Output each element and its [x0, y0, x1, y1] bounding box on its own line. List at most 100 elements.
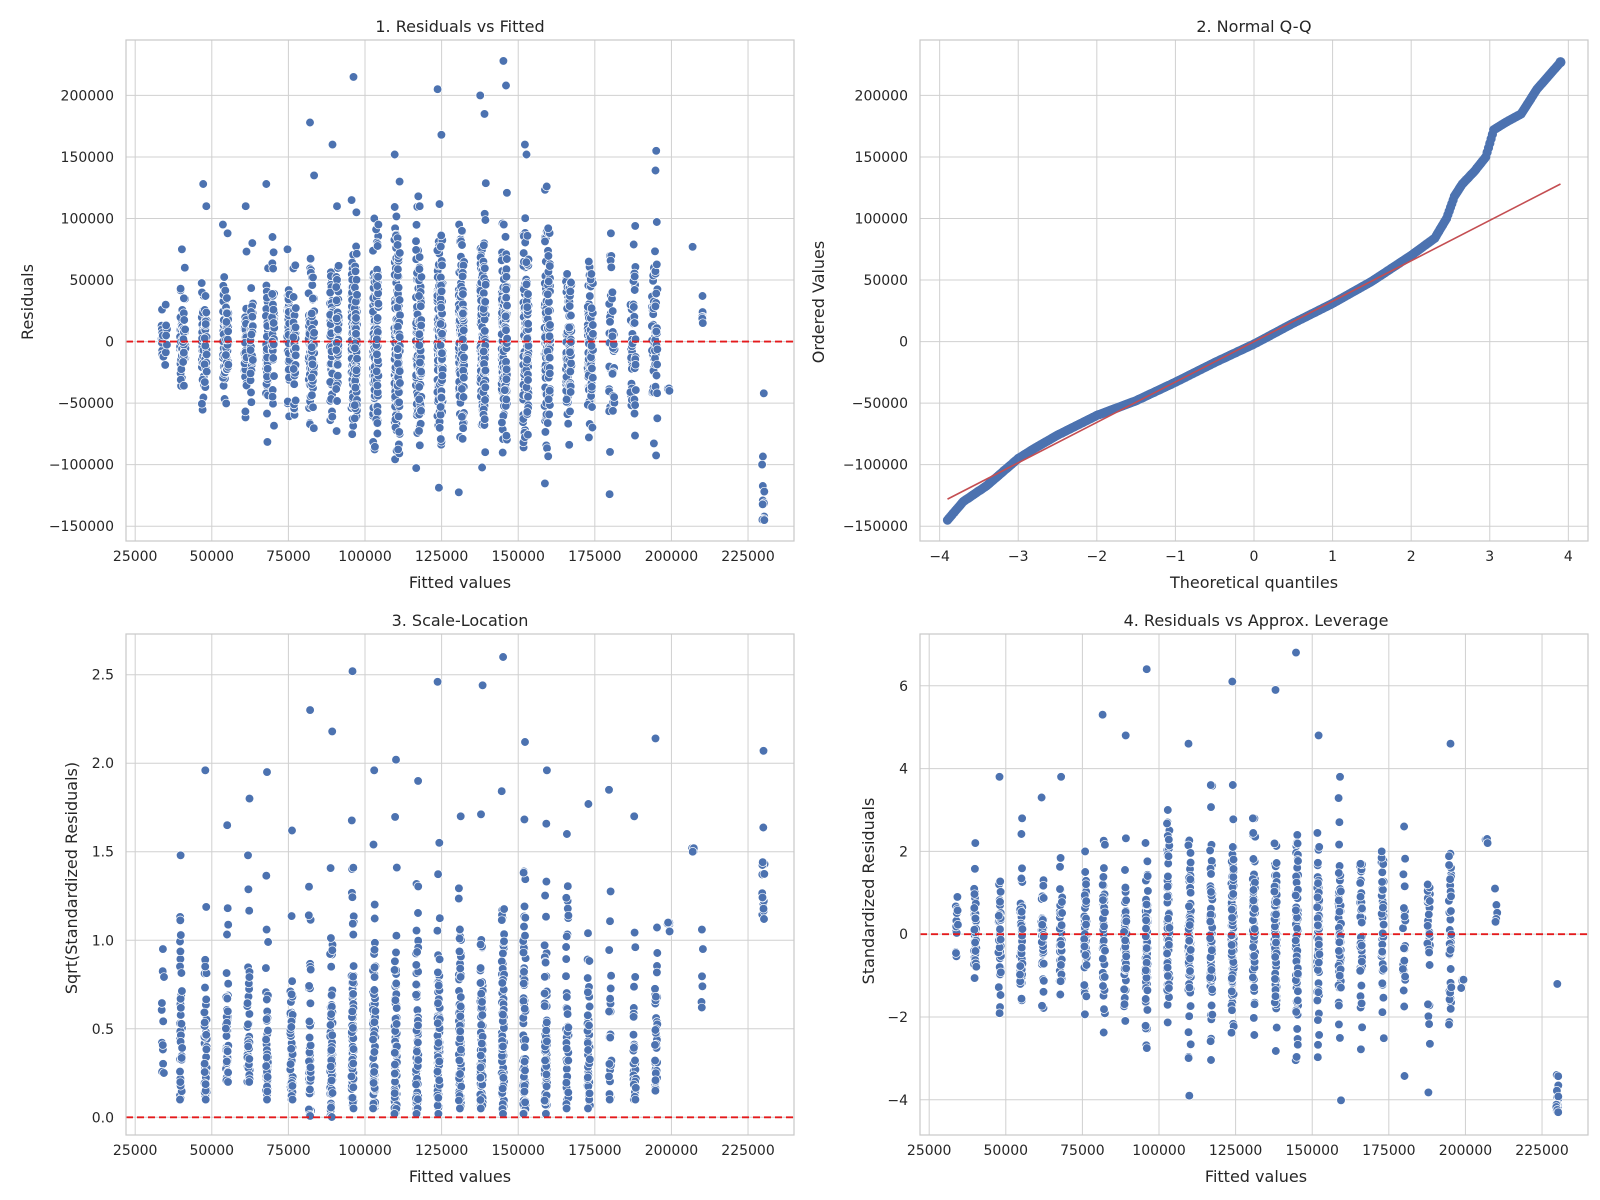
data-point: [1163, 805, 1173, 815]
data-point: [521, 279, 532, 289]
data-point: [564, 322, 574, 333]
data-point: [433, 998, 443, 1008]
data-point: [435, 319, 446, 329]
data-point: [268, 305, 279, 315]
data-point: [288, 292, 299, 302]
data-point: [629, 408, 640, 419]
data-point: [331, 384, 341, 394]
data-point: [248, 355, 258, 365]
data-point: [563, 1022, 574, 1033]
data-point: [1206, 1000, 1217, 1011]
data-point: [351, 329, 361, 339]
data-point: [652, 948, 662, 958]
data-point: [288, 364, 299, 374]
data-point: [540, 1055, 550, 1066]
data-point: [562, 992, 572, 1002]
data-point: [437, 370, 447, 381]
data-point: [1057, 897, 1067, 907]
data-point: [1141, 923, 1151, 934]
data-point: [501, 325, 511, 335]
y-tick-label: −150000: [49, 519, 114, 535]
data-point: [395, 366, 405, 376]
data-point: [175, 1066, 185, 1077]
data-point: [1055, 853, 1066, 863]
data-point: [697, 981, 708, 991]
data-point: [348, 1058, 358, 1069]
data-point: [1121, 833, 1131, 843]
data-point: [651, 146, 661, 156]
data-point: [759, 486, 769, 497]
data-point: [1056, 772, 1066, 782]
data-point: [414, 252, 425, 262]
y-tick-label: 2.0: [92, 756, 114, 772]
data-point: [176, 1053, 187, 1063]
data-point: [501, 364, 512, 374]
data-point: [291, 303, 301, 313]
data-point: [565, 286, 575, 297]
data-point: [176, 930, 186, 940]
data-point: [480, 382, 490, 392]
y-tick-label: 1.5: [92, 845, 114, 861]
data-point: [288, 332, 298, 342]
data-point: [390, 995, 401, 1005]
data-point: [1120, 865, 1130, 875]
data-point: [1162, 891, 1173, 902]
data-point: [433, 869, 443, 879]
data-point: [157, 998, 167, 1008]
x-tick-label: 2: [1407, 549, 1416, 565]
data-point: [457, 384, 467, 394]
data-point: [261, 1061, 271, 1071]
y-tick-label: 0.5: [92, 1022, 114, 1038]
data-point: [394, 427, 404, 437]
data-point: [543, 223, 553, 233]
data-point: [522, 407, 532, 417]
data-point: [223, 334, 233, 345]
data-point: [179, 381, 189, 391]
data-point: [1037, 1001, 1047, 1011]
data-point: [475, 90, 485, 101]
data-point: [651, 450, 661, 461]
data-point: [269, 371, 279, 381]
x-tick-label: 25000: [907, 1143, 952, 1159]
data-point: [541, 819, 551, 829]
data-point: [390, 812, 400, 822]
data-point: [1100, 972, 1110, 982]
data-point: [309, 328, 319, 338]
data-point: [541, 1025, 551, 1036]
data-point: [664, 386, 675, 396]
data-point: [1184, 901, 1194, 911]
data-point: [698, 318, 708, 328]
data-point: [587, 422, 598, 433]
data-point: [650, 301, 661, 311]
data-point: [1164, 923, 1175, 933]
data-point: [588, 329, 598, 339]
data-point: [757, 459, 767, 470]
data-point: [1143, 871, 1153, 881]
data-point: [1119, 999, 1130, 1009]
data-point: [476, 1103, 486, 1114]
data-point: [544, 409, 554, 420]
data-point: [561, 893, 571, 903]
data-point: [158, 944, 168, 954]
data-point: [348, 1103, 359, 1114]
data-point: [200, 982, 210, 993]
data-point: [200, 1017, 210, 1028]
x-tick-label: 125000: [1209, 1143, 1262, 1159]
data-point: [697, 1002, 707, 1013]
data-point: [544, 331, 555, 341]
data-point: [326, 1009, 336, 1019]
data-point: [309, 170, 319, 181]
data-point: [436, 302, 446, 313]
data-point: [411, 925, 422, 936]
data-point: [411, 463, 421, 473]
data-point: [201, 902, 211, 912]
data-point: [432, 677, 443, 687]
data-point: [971, 962, 981, 972]
scatter-points: [156, 56, 769, 525]
data-point: [223, 360, 233, 370]
data-point: [501, 293, 511, 303]
data-point: [630, 360, 641, 370]
data-point: [222, 293, 232, 303]
data-point: [519, 814, 530, 825]
data-point: [433, 1100, 443, 1111]
